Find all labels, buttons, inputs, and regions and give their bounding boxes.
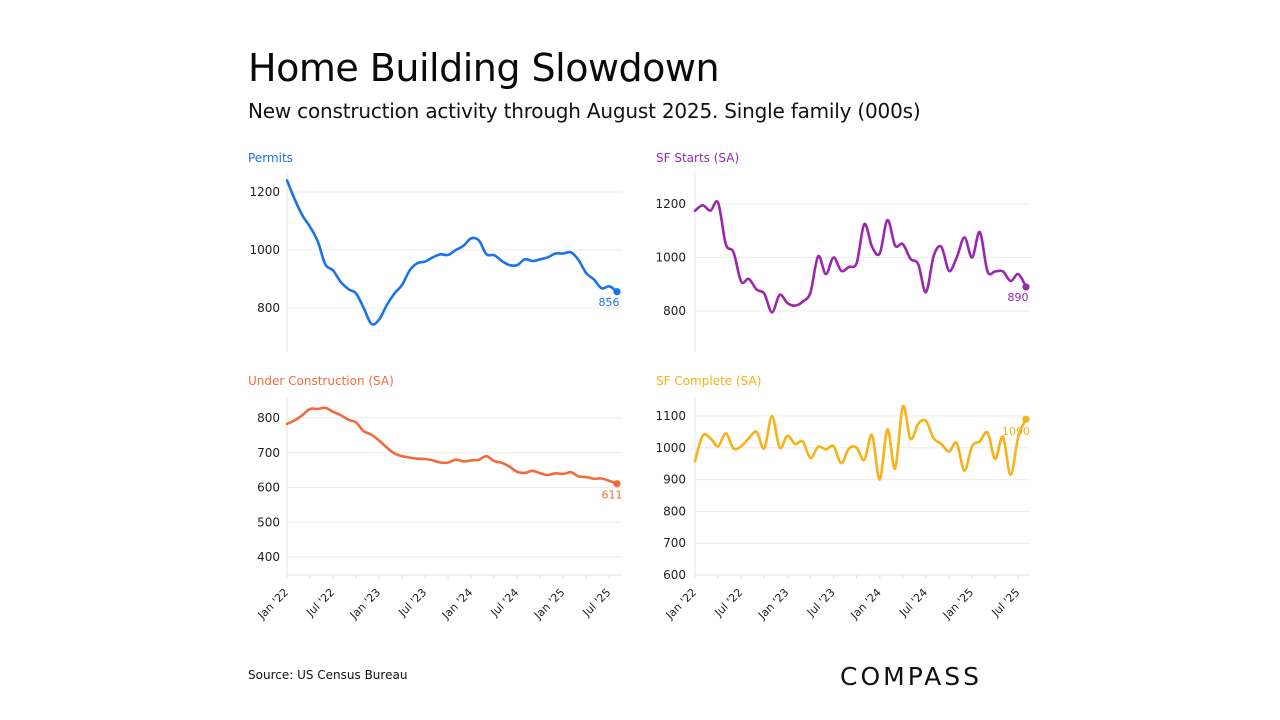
y-tick-label: 900 [663,473,686,487]
y-tick-label: 600 [257,481,280,495]
y-tick-label: 700 [663,536,686,550]
x-tick-label: Jan '23 [347,586,383,622]
x-tick-label: Jan '23 [755,586,791,622]
svg-text:COMPASS: COMPASS [840,662,982,691]
source-note: Source: US Census Bureau [248,668,408,682]
y-tick-label: 600 [663,568,686,582]
x-tick-label: Jul '24 [488,586,522,620]
y-tick-label: 1200 [249,185,280,199]
under-construction-chart: 400 500 600 700 800 Jan '22 Jul '22 Jan '23 Jul … [255,398,623,622]
x-tick-label: Jan '24 [847,586,883,622]
y-tick-label: 800 [663,504,686,518]
y-tick-label: 1000 [655,441,686,455]
y-tick-label: 400 [257,550,280,564]
y-tick-label: 1000 [249,243,280,257]
x-tick-label: Jan '22 [255,586,291,622]
sf-starts-chart: 800 1000 1200 890 [655,172,1030,352]
compass-logo: COMPASS [840,660,1000,699]
y-tick-label: 1000 [655,251,686,265]
x-tick-label: Jan '25 [940,586,976,622]
under-construction-series-line [285,406,619,485]
y-tick-label: 800 [663,304,686,318]
compass-logo-mark: COMPASS [840,662,982,691]
x-tick-label: Jul '22 [712,586,746,620]
sf-complete-chart-title: SF Complete (SA) [656,374,762,388]
permits-end-label: 856 [599,296,620,309]
y-tick-label: 500 [257,515,280,529]
sf-starts-series-line [693,200,1028,314]
under-construction-end-point [613,480,621,488]
x-tick-label: Jul '22 [303,586,337,620]
page-title: Home Building Slowdown [248,46,720,90]
y-tick-label: 800 [257,411,280,425]
x-tick-label: Jul '23 [395,586,429,620]
sf-complete-chart: 600 700 800 900 1000 1100 Jan '22 Jul '22 Jan '2… [655,398,1030,622]
x-tick-label: Jul '25 [580,586,614,620]
sf-complete-end-point [1022,415,1030,423]
permits-chart-title: Permits [248,151,293,165]
y-tick-label: 1100 [655,409,686,423]
permits-end-point [613,288,621,296]
under-construction-end-label: 611 [602,489,623,502]
permits-series-line [285,179,619,326]
sf-complete-end-label: 1090 [1002,425,1030,438]
under-construction-chart-title: Under Construction (SA) [248,374,394,388]
sf-starts-end-point [1022,283,1030,291]
y-tick-label: 800 [257,301,280,315]
x-tick-label: Jul '25 [989,586,1023,620]
sf-starts-chart-title: SF Starts (SA) [656,151,740,165]
x-tick-label: Jan '24 [439,586,475,622]
x-tick-label: Jul '24 [896,586,930,620]
y-tick-label: 1200 [655,197,686,211]
sf-starts-end-label: 890 [1008,291,1029,304]
y-tick-label: 700 [257,446,280,460]
permits-chart: 800 1000 1200 856 [249,172,622,352]
page-subtitle: New construction activity through August… [248,99,921,123]
sf-complete-series-line [693,405,1028,481]
x-tick-label: Jul '23 [804,586,838,620]
x-tick-label: Jan '25 [531,586,567,622]
x-tick-label: Jan '22 [663,586,699,622]
